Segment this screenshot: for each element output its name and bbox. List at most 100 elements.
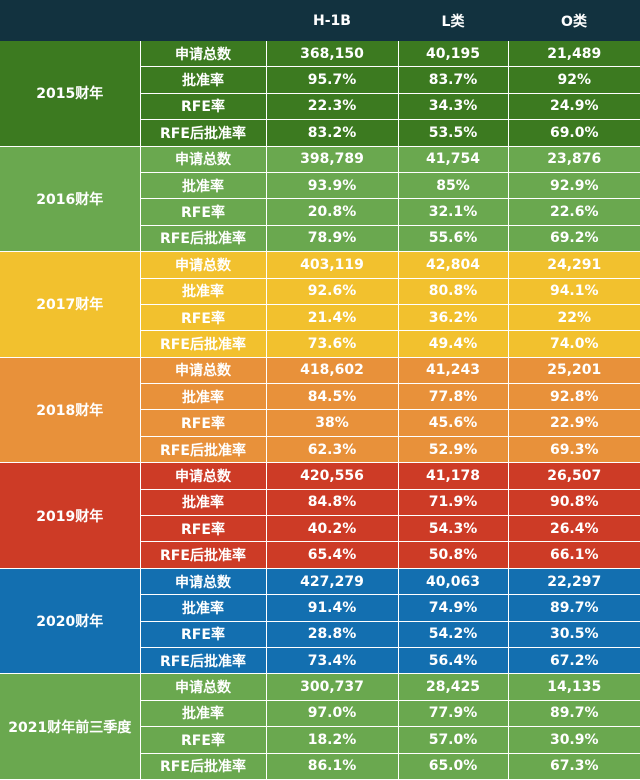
metric-label: 批准率 bbox=[139, 700, 266, 728]
value-cell-o: 92.8% bbox=[507, 383, 640, 411]
metric-label: 申请总数 bbox=[139, 41, 266, 68]
value-cell-h1b: 21.4% bbox=[265, 304, 398, 332]
value-cell-l: 83.7% bbox=[397, 66, 508, 94]
value-cell-l: 42,804 bbox=[397, 251, 508, 279]
value-cell-h1b: 368,150 bbox=[265, 41, 398, 68]
fiscal-year-label: 2018财年 bbox=[0, 357, 140, 464]
header-metric-cell bbox=[140, 0, 266, 41]
fiscal-year-label: 2021财年前三季度 bbox=[0, 673, 140, 780]
value-cell-h1b: 91.4% bbox=[265, 594, 398, 622]
table-row: 2019财年 申请总数 420,556 41,178 26,507 bbox=[0, 462, 640, 569]
table-row: 2017财年 申请总数 403,119 42,804 24,291 bbox=[0, 251, 640, 358]
table-row: 2020财年 申请总数 427,279 40,063 22,297 bbox=[0, 568, 640, 675]
value-cell-h1b: 84.5% bbox=[265, 383, 398, 411]
value-cell-h1b: 300,737 bbox=[265, 673, 398, 701]
table-row: 2016财年 申请总数 398,789 41,754 23,876 bbox=[0, 146, 640, 253]
table-row: 2018财年 申请总数 418,602 41,243 25,201 bbox=[0, 357, 640, 464]
value-cell-h1b: 418,602 bbox=[265, 357, 398, 385]
value-cell-o: 69.0% bbox=[507, 119, 640, 147]
value-cell-o: 22.6% bbox=[507, 198, 640, 226]
value-cell-o: 94.1% bbox=[507, 278, 640, 305]
value-cell-o: 25,201 bbox=[507, 357, 640, 385]
metric-label: 批准率 bbox=[139, 278, 266, 305]
value-cell-h1b: 28.8% bbox=[265, 621, 398, 648]
header-row: H-1B L类 O类 bbox=[0, 0, 640, 41]
table-row: 2015财年 申请总数 368,150 40,195 21,489 bbox=[0, 41, 640, 147]
value-cell-h1b: 403,119 bbox=[265, 251, 398, 279]
value-cell-l: 54.3% bbox=[397, 515, 508, 543]
value-cell-o: 22% bbox=[507, 304, 640, 332]
value-cell-h1b: 95.7% bbox=[265, 66, 398, 94]
value-cell-h1b: 73.4% bbox=[265, 647, 398, 675]
header-h1b: H-1B bbox=[266, 0, 398, 41]
metric-label: 批准率 bbox=[139, 66, 266, 94]
value-cell-l: 28,425 bbox=[397, 673, 508, 701]
value-cell-h1b: 62.3% bbox=[265, 436, 398, 464]
metric-label: RFE后批准率 bbox=[139, 647, 266, 675]
metric-label: 申请总数 bbox=[139, 568, 266, 596]
value-cell-l: 71.9% bbox=[397, 489, 508, 517]
metric-label: RFE后批准率 bbox=[139, 225, 266, 253]
value-cell-o: 14,135 bbox=[507, 673, 640, 701]
value-cell-o: 67.3% bbox=[507, 753, 640, 780]
value-cell-l: 52.9% bbox=[397, 436, 508, 464]
fiscal-year-label: 2019财年 bbox=[0, 462, 140, 569]
metric-label: RFE后批准率 bbox=[139, 330, 266, 358]
value-cell-h1b: 40.2% bbox=[265, 515, 398, 543]
table-row: 批准率 95.7% 83.7% 92% bbox=[0, 66, 640, 94]
value-cell-h1b: 84.8% bbox=[265, 489, 398, 517]
value-cell-l: 77.8% bbox=[397, 383, 508, 411]
metric-label: 申请总数 bbox=[139, 673, 266, 701]
value-cell-o: 66.1% bbox=[507, 541, 640, 569]
value-cell-h1b: 78.9% bbox=[265, 225, 398, 253]
metric-label: RFE后批准率 bbox=[139, 119, 266, 147]
value-cell-l: 36.2% bbox=[397, 304, 508, 332]
value-cell-o: 67.2% bbox=[507, 647, 640, 675]
value-cell-o: 89.7% bbox=[507, 594, 640, 622]
value-cell-l: 41,754 bbox=[397, 146, 508, 173]
value-cell-l: 57.0% bbox=[397, 726, 508, 754]
metric-label: RFE后批准率 bbox=[139, 436, 266, 464]
value-cell-o: 69.2% bbox=[507, 225, 640, 253]
metric-label: RFE后批准率 bbox=[139, 541, 266, 569]
value-cell-l: 41,178 bbox=[397, 462, 508, 490]
value-cell-h1b: 420,556 bbox=[265, 462, 398, 490]
value-cell-l: 34.3% bbox=[397, 93, 508, 121]
value-cell-o: 69.3% bbox=[507, 436, 640, 464]
metric-label: 申请总数 bbox=[139, 462, 266, 490]
value-cell-h1b: 38% bbox=[265, 409, 398, 437]
value-cell-l: 54.2% bbox=[397, 621, 508, 648]
metric-label: 申请总数 bbox=[139, 251, 266, 279]
header-o: O类 bbox=[508, 0, 640, 41]
value-cell-l: 55.6% bbox=[397, 225, 508, 253]
value-cell-l: 53.5% bbox=[397, 119, 508, 147]
value-cell-o: 22,297 bbox=[507, 568, 640, 596]
table-row: 2021财年前三季度 申请总数 300,737 28,425 14,135 bbox=[0, 673, 640, 780]
value-cell-h1b: 86.1% bbox=[265, 753, 398, 780]
value-cell-l: 50.8% bbox=[397, 541, 508, 569]
value-cell-h1b: 18.2% bbox=[265, 726, 398, 754]
value-cell-o: 89.7% bbox=[507, 700, 640, 728]
metric-label: RFE率 bbox=[139, 726, 266, 754]
value-cell-h1b: 427,279 bbox=[265, 568, 398, 596]
value-cell-h1b: 20.8% bbox=[265, 198, 398, 226]
value-cell-o: 92% bbox=[507, 66, 640, 94]
value-cell-h1b: 22.3% bbox=[265, 93, 398, 121]
metric-label: 批准率 bbox=[139, 489, 266, 517]
metric-label: 批准率 bbox=[139, 594, 266, 622]
value-cell-l: 77.9% bbox=[397, 700, 508, 728]
value-cell-o: 23,876 bbox=[507, 146, 640, 173]
table-row: RFE后批准率 65.4% 50.8% 66.1% bbox=[0, 541, 640, 569]
value-cell-h1b: 92.6% bbox=[265, 278, 398, 305]
fiscal-year-label: 2015财年 bbox=[0, 41, 140, 147]
value-cell-o: 74.0% bbox=[507, 330, 640, 358]
value-cell-o: 21,489 bbox=[507, 41, 640, 68]
value-cell-h1b: 93.9% bbox=[265, 172, 398, 200]
value-cell-o: 30.9% bbox=[507, 726, 640, 754]
value-cell-h1b: 83.2% bbox=[265, 119, 398, 147]
metric-label: RFE率 bbox=[139, 304, 266, 332]
value-cell-l: 56.4% bbox=[397, 647, 508, 675]
metric-label: RFE率 bbox=[139, 515, 266, 543]
value-cell-h1b: 97.0% bbox=[265, 700, 398, 728]
